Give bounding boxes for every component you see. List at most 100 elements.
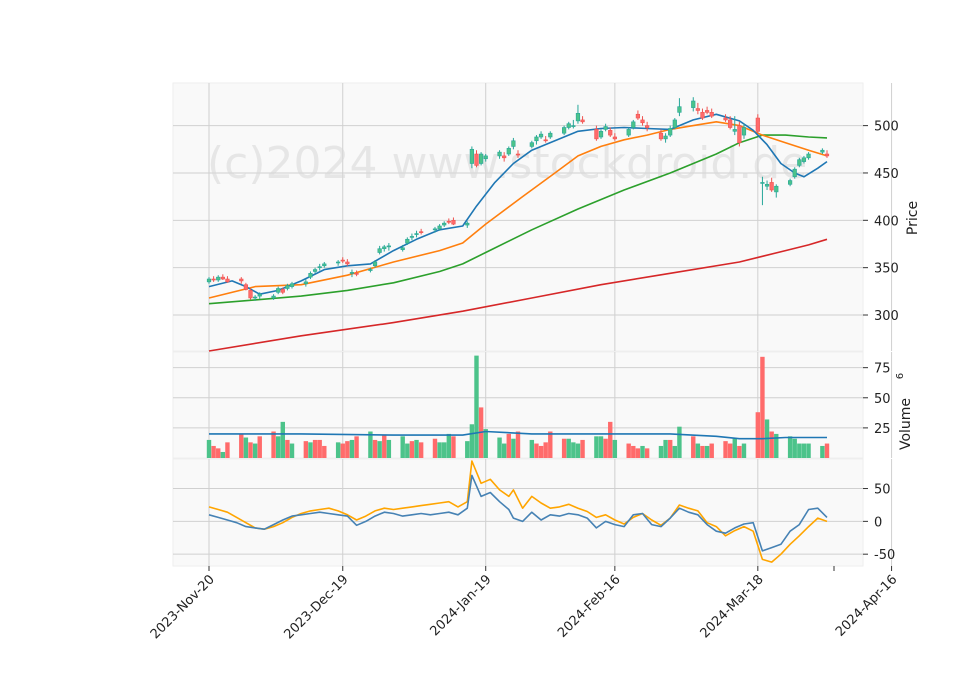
- volume-bar: [561, 438, 567, 458]
- candle-body: [280, 289, 285, 293]
- volume-bar: [220, 451, 226, 458]
- candle-body: [755, 117, 760, 132]
- candle-body: [603, 126, 608, 130]
- candle-body: [741, 127, 747, 136]
- candle-body: [409, 236, 415, 238]
- candle-body: [562, 127, 567, 134]
- candle-body: [340, 259, 345, 262]
- candle-body: [225, 278, 230, 283]
- volume-bar: [824, 443, 830, 458]
- x-tick-label: 2024-Apr-16: [833, 572, 900, 639]
- candle-body: [566, 123, 571, 128]
- volume-bar: [571, 442, 576, 458]
- volume-bar: [732, 438, 737, 458]
- volume-bar: [580, 439, 585, 458]
- candle-body: [317, 266, 322, 269]
- x-tick-label: 2023-Dec-19: [281, 572, 351, 642]
- candle-body: [253, 296, 258, 299]
- x-tick-label: 2024-Mar-18: [698, 572, 767, 641]
- volume-bar: [501, 443, 507, 458]
- volume-bar: [797, 443, 802, 458]
- candle-body: [220, 276, 225, 280]
- volume-bar: [239, 433, 244, 458]
- volume-bar: [446, 433, 452, 458]
- volume-bar: [769, 431, 774, 458]
- volume-bar: [774, 433, 779, 458]
- volume-bar: [418, 442, 424, 458]
- volume-bar: [640, 445, 645, 458]
- candle-body: [580, 119, 585, 123]
- volume-bar: [515, 431, 521, 458]
- volume-bar: [451, 436, 456, 458]
- volume-bar: [723, 441, 728, 458]
- volume-bar: [603, 438, 608, 458]
- volume-bar: [529, 439, 535, 458]
- volume-bar: [465, 441, 470, 458]
- ma-long-line: [208, 134, 828, 305]
- candle-body: [788, 180, 793, 185]
- volume-bar: [206, 439, 212, 458]
- volume-bar: [511, 438, 516, 458]
- candle-body: [658, 132, 664, 140]
- volume-bar: [368, 431, 373, 458]
- candle-body: [437, 225, 442, 230]
- volume-bar: [626, 443, 631, 458]
- candle-body: [691, 100, 696, 108]
- volume-bar: [575, 443, 581, 458]
- candle-body: [289, 283, 295, 287]
- candle-body: [801, 157, 807, 162]
- volume-bar: [806, 443, 811, 458]
- candle-body: [806, 153, 811, 159]
- volume-bar: [677, 426, 682, 458]
- candle-body: [529, 142, 534, 147]
- volume-bar: [755, 412, 761, 458]
- candle-body: [308, 273, 313, 278]
- volume-bar: [349, 439, 355, 458]
- volume-bar: [225, 442, 230, 458]
- volume-bar: [594, 436, 599, 458]
- candle-body: [257, 293, 262, 297]
- ma-longest-line: [208, 238, 828, 352]
- candle-body: [608, 130, 613, 136]
- volume-bar: [271, 431, 276, 458]
- candle-body: [276, 288, 281, 293]
- volume-bar: [727, 443, 733, 458]
- oscillator-tick-label: -50: [874, 548, 895, 563]
- volume-bar: [432, 438, 438, 458]
- volume-bar: [335, 442, 341, 458]
- candle-body: [635, 113, 641, 119]
- volume-bar: [474, 355, 479, 458]
- volume-bar: [548, 431, 553, 458]
- volume-bar: [414, 439, 419, 458]
- volume-bar: [345, 441, 350, 458]
- candle-body: [479, 153, 484, 164]
- volume-bar: [663, 439, 668, 458]
- candle-body: [322, 263, 327, 267]
- candle-body: [797, 159, 802, 166]
- candle-body: [243, 284, 248, 290]
- volume-bar: [308, 442, 313, 458]
- candle-body: [792, 168, 797, 178]
- candle-body: [594, 129, 599, 140]
- candle-body: [497, 151, 502, 157]
- candle-body: [732, 129, 737, 132]
- volume-bar: [382, 435, 387, 458]
- candle-body: [345, 261, 350, 265]
- candle-body: [419, 231, 424, 233]
- candle-body: [216, 276, 221, 281]
- candle-body: [677, 106, 682, 113]
- candle-body: [728, 119, 733, 128]
- candle-body: [543, 139, 548, 142]
- volume-bar: [377, 441, 382, 458]
- candle-body: [465, 222, 470, 226]
- candle-body: [704, 110, 710, 113]
- volume-bar: [442, 442, 447, 458]
- volume-bar: [317, 439, 322, 458]
- volume-bar: [612, 439, 618, 458]
- candle-body: [612, 136, 617, 140]
- volume-bar: [695, 443, 701, 458]
- volume-bar: [322, 445, 327, 458]
- price-tick-label: 300: [874, 309, 899, 324]
- candle-body: [709, 112, 714, 117]
- volume-bar: [792, 438, 797, 458]
